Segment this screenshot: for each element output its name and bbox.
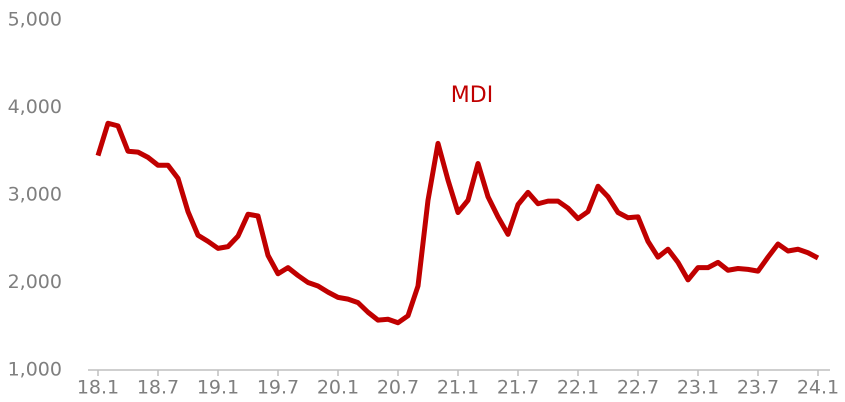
x-tick-label: 19.1 bbox=[197, 377, 239, 399]
x-tick-label: 20.1 bbox=[317, 377, 359, 399]
x-tick-label: 22.1 bbox=[557, 377, 599, 399]
y-tick-label: 2,000 bbox=[8, 271, 62, 293]
x-tick-label: 18.1 bbox=[77, 377, 119, 399]
y-tick-label: 4,000 bbox=[8, 96, 62, 118]
line bbox=[95, 120, 820, 326]
x-tick-label: 23.7 bbox=[737, 377, 779, 399]
x-tick-label: 24.1 bbox=[797, 377, 839, 399]
x-tick-label: 21.1 bbox=[437, 377, 479, 399]
y-tick-label: 5,000 bbox=[8, 9, 62, 31]
x-tick-label: 22.7 bbox=[617, 377, 659, 399]
x-tick-label: 20.7 bbox=[377, 377, 419, 399]
series-label: MDI bbox=[451, 83, 493, 108]
y-tick-label: 1,000 bbox=[8, 359, 62, 381]
x-tick-label: 21.7 bbox=[497, 377, 539, 399]
y-tick-label: 3,000 bbox=[8, 184, 62, 206]
x-tick-label: 18.7 bbox=[137, 377, 179, 399]
x-tick-label: 19.7 bbox=[257, 377, 299, 399]
x-tick-label: 23.1 bbox=[677, 377, 719, 399]
